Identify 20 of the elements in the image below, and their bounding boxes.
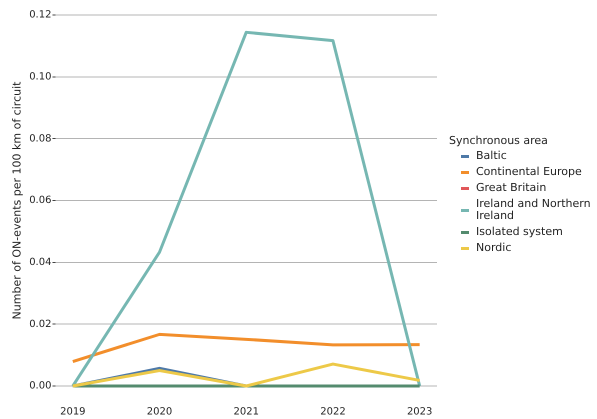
legend-title: Synchronous area	[449, 134, 549, 148]
y-tick-label: 0.10	[29, 71, 52, 82]
legend-label: Great Britain	[476, 181, 546, 194]
y-tick-label: 0.06	[29, 195, 52, 206]
x-tick-label: 2021	[234, 406, 259, 418]
x-tick-label: 2023	[406, 406, 432, 418]
x-tick-label: 2022	[320, 406, 346, 418]
legend-label: Continental Europe	[476, 165, 582, 178]
x-tick-label: 2020	[146, 406, 172, 418]
legend-label: Nordic	[476, 241, 512, 254]
y-tick-label: 0.04	[29, 256, 52, 268]
y-tick-label: 0.08	[29, 133, 52, 144]
x-tick-label: 2019	[60, 406, 86, 418]
legend-label: Ireland and Northern Ireland	[476, 197, 592, 222]
legend-label: Isolated system	[476, 225, 563, 238]
y-tick-label: 0.02	[29, 318, 52, 330]
y-tick-label: 0.00	[29, 380, 52, 392]
y-tick-label: 0.12	[29, 10, 52, 21]
legend-label: Baltic	[476, 149, 507, 162]
y-axis-title: Number of ON-events per 100 km of circuit	[10, 80, 24, 320]
